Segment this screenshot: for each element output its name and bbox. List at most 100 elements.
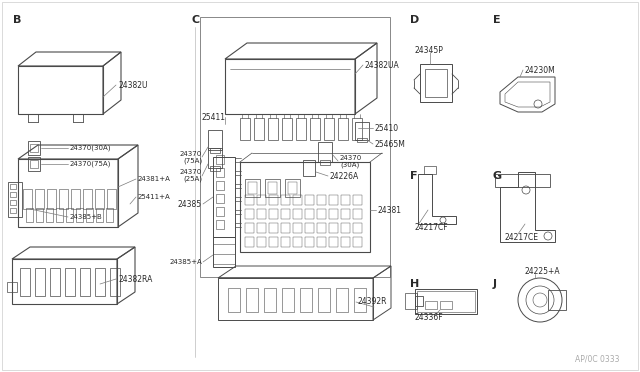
Bar xyxy=(213,237,235,267)
Bar xyxy=(208,130,222,150)
Text: F: F xyxy=(410,171,417,181)
Bar xyxy=(341,237,350,247)
Bar xyxy=(336,288,348,312)
Bar xyxy=(7,282,17,292)
Bar xyxy=(30,144,38,152)
Bar xyxy=(107,189,116,209)
Text: 24385+A: 24385+A xyxy=(169,259,202,265)
Bar xyxy=(282,288,294,312)
Text: (30A): (30A) xyxy=(340,162,359,168)
Bar xyxy=(83,189,92,209)
Text: 24370: 24370 xyxy=(340,155,362,161)
Bar xyxy=(245,209,254,219)
Text: 24392R: 24392R xyxy=(358,298,387,307)
Bar xyxy=(293,237,302,247)
Text: G: G xyxy=(493,171,502,181)
Text: 24217CF: 24217CF xyxy=(415,222,449,231)
Text: 24345P: 24345P xyxy=(415,45,444,55)
Bar xyxy=(28,157,40,171)
Bar xyxy=(35,189,44,209)
Text: E: E xyxy=(493,15,500,25)
Bar xyxy=(305,237,314,247)
Bar xyxy=(71,189,80,209)
Bar xyxy=(285,179,300,197)
Bar xyxy=(10,200,16,205)
Text: 25410: 25410 xyxy=(375,124,399,132)
Text: 24225+A: 24225+A xyxy=(525,267,561,276)
Bar xyxy=(10,208,16,213)
Bar xyxy=(310,118,320,140)
Bar xyxy=(353,237,362,247)
Bar xyxy=(254,118,264,140)
Bar xyxy=(293,223,302,233)
Text: C: C xyxy=(192,15,200,25)
Bar xyxy=(269,209,278,219)
Bar xyxy=(269,223,278,233)
Bar xyxy=(200,17,390,277)
Bar xyxy=(329,209,338,219)
Bar xyxy=(216,207,224,216)
Text: 25465M: 25465M xyxy=(375,140,406,148)
Bar xyxy=(288,182,297,194)
Bar xyxy=(352,118,362,140)
Bar xyxy=(240,162,370,252)
Text: 24385: 24385 xyxy=(178,199,202,208)
Bar xyxy=(329,237,338,247)
Bar xyxy=(59,189,68,209)
Text: D: D xyxy=(410,15,419,25)
Bar xyxy=(95,268,105,296)
Bar xyxy=(353,195,362,205)
Bar xyxy=(248,182,257,194)
Bar xyxy=(269,237,278,247)
Bar xyxy=(305,223,314,233)
Text: 24370(30A): 24370(30A) xyxy=(70,145,111,151)
Bar xyxy=(317,195,326,205)
Bar xyxy=(8,182,22,217)
Bar xyxy=(317,237,326,247)
Bar xyxy=(80,268,90,296)
Bar xyxy=(245,237,254,247)
Bar xyxy=(245,195,254,205)
Bar xyxy=(65,268,75,296)
Bar xyxy=(281,223,290,233)
Bar xyxy=(47,189,56,209)
Text: B: B xyxy=(13,15,21,25)
Bar xyxy=(305,195,314,205)
Bar xyxy=(548,290,566,310)
Bar xyxy=(36,208,43,222)
Text: AP/0C 0333: AP/0C 0333 xyxy=(575,355,620,364)
Bar xyxy=(28,141,40,155)
Bar xyxy=(425,301,437,309)
Bar xyxy=(341,195,350,205)
Text: 24226A: 24226A xyxy=(330,171,359,180)
Bar xyxy=(300,288,312,312)
Bar xyxy=(208,148,222,168)
Text: 24370: 24370 xyxy=(180,169,202,175)
Text: 24382UA: 24382UA xyxy=(365,61,400,70)
Bar xyxy=(110,268,120,296)
Bar xyxy=(216,220,224,229)
Bar xyxy=(35,268,45,296)
Bar xyxy=(317,223,326,233)
Text: 24381+A: 24381+A xyxy=(138,176,171,182)
Bar xyxy=(318,288,330,312)
Bar xyxy=(268,118,278,140)
Bar xyxy=(228,288,240,312)
Bar xyxy=(86,208,93,222)
Bar xyxy=(264,288,276,312)
Bar xyxy=(268,182,277,194)
Text: 25411: 25411 xyxy=(202,112,226,122)
Text: 24382U: 24382U xyxy=(118,80,147,90)
Bar xyxy=(76,208,83,222)
Bar xyxy=(357,138,367,142)
Bar xyxy=(50,268,60,296)
Bar xyxy=(281,195,290,205)
Bar xyxy=(257,237,266,247)
Bar xyxy=(353,223,362,233)
Bar xyxy=(216,155,224,164)
Text: J: J xyxy=(493,279,497,289)
Bar xyxy=(338,118,348,140)
Bar xyxy=(320,160,330,165)
Bar xyxy=(415,289,477,314)
Bar xyxy=(329,195,338,205)
